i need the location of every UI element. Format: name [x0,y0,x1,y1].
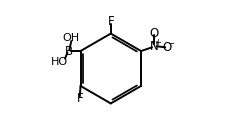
Text: N: N [150,40,159,53]
Text: +: + [154,38,161,47]
Text: O: O [163,41,172,54]
Text: HO: HO [51,57,68,67]
Text: B: B [65,45,73,58]
Text: −: − [167,39,174,48]
Text: O: O [150,27,159,40]
Text: F: F [77,92,83,105]
Text: F: F [108,15,114,28]
Text: OH: OH [63,33,80,43]
